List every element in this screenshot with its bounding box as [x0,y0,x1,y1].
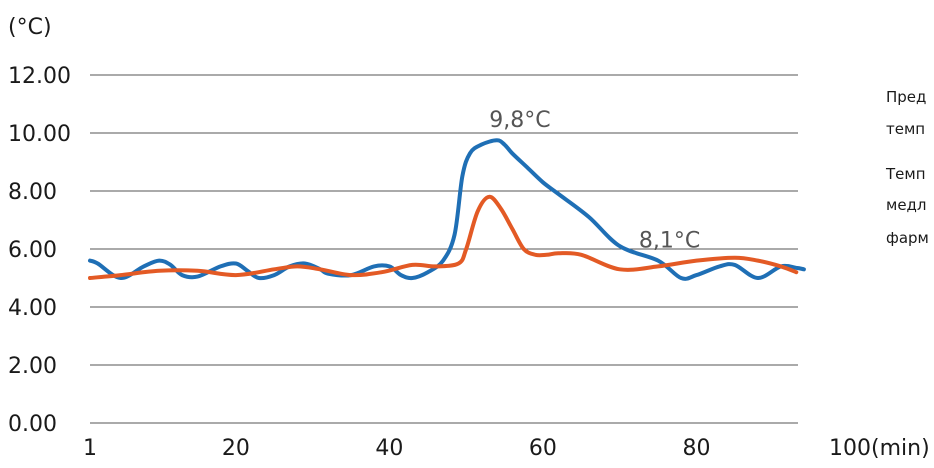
y-axis-ticks: 0.00 2.00 4.00 6.00 8.00 10.00 12.00 [8,64,71,437]
series-line-blue [88,138,806,281]
annotations: 9,8°C 8,1°C [489,108,700,253]
x-tick-label: 40 [375,436,403,461]
y-tick-label: 8.00 [8,180,57,205]
side-text-line-4: медл [886,196,927,214]
series-line-orange [88,194,799,280]
x-tick-label: 60 [529,436,557,461]
y-tick-label: 0.00 [8,412,57,437]
gridlines [90,74,798,424]
series-lines [88,138,806,281]
x-tick-label: 1 [83,436,97,461]
y-tick-label: 2.00 [8,354,57,379]
x-tick-label: 80 [682,436,710,461]
x-tick-label: 100 [829,436,871,461]
y-axis-unit: (°C) [8,15,52,40]
y-tick-label: 4.00 [8,296,57,321]
x-axis-ticks: 1 20 40 60 80 100 [83,436,871,461]
side-text-line-1: Пред [886,88,926,106]
y-tick-label: 12.00 [8,64,71,89]
x-tick-label: 20 [222,436,250,461]
side-text-line-5: фарм [886,229,929,247]
side-text-line-2: темп [886,120,925,138]
y-tick-label: 10.00 [8,122,71,147]
x-axis-unit: (min) [871,436,930,461]
y-tick-label: 6.00 [8,238,57,263]
value-annotation: 9,8°C [489,108,550,133]
side-text-line-3: Темп [885,165,926,183]
value-annotation: 8,1°C [639,229,700,254]
